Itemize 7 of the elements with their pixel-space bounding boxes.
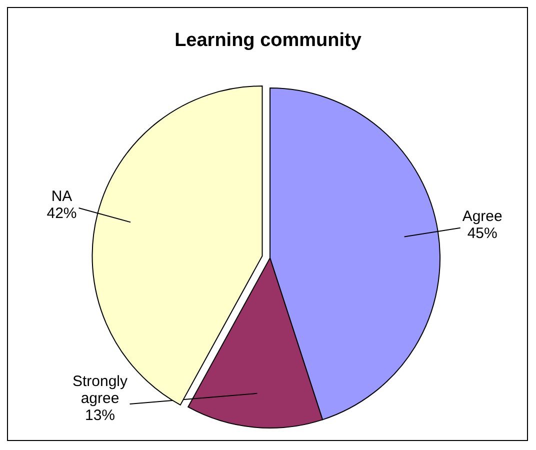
slice-label: NA bbox=[51, 188, 72, 206]
data-label: 45% bbox=[467, 224, 498, 242]
chart-title: Learning community bbox=[174, 30, 362, 51]
data-label: 13% bbox=[84, 407, 116, 424]
slice-label: Strongly agree bbox=[72, 373, 128, 407]
slice-label: Agree bbox=[462, 208, 502, 225]
data-label: 42% bbox=[46, 205, 77, 222]
